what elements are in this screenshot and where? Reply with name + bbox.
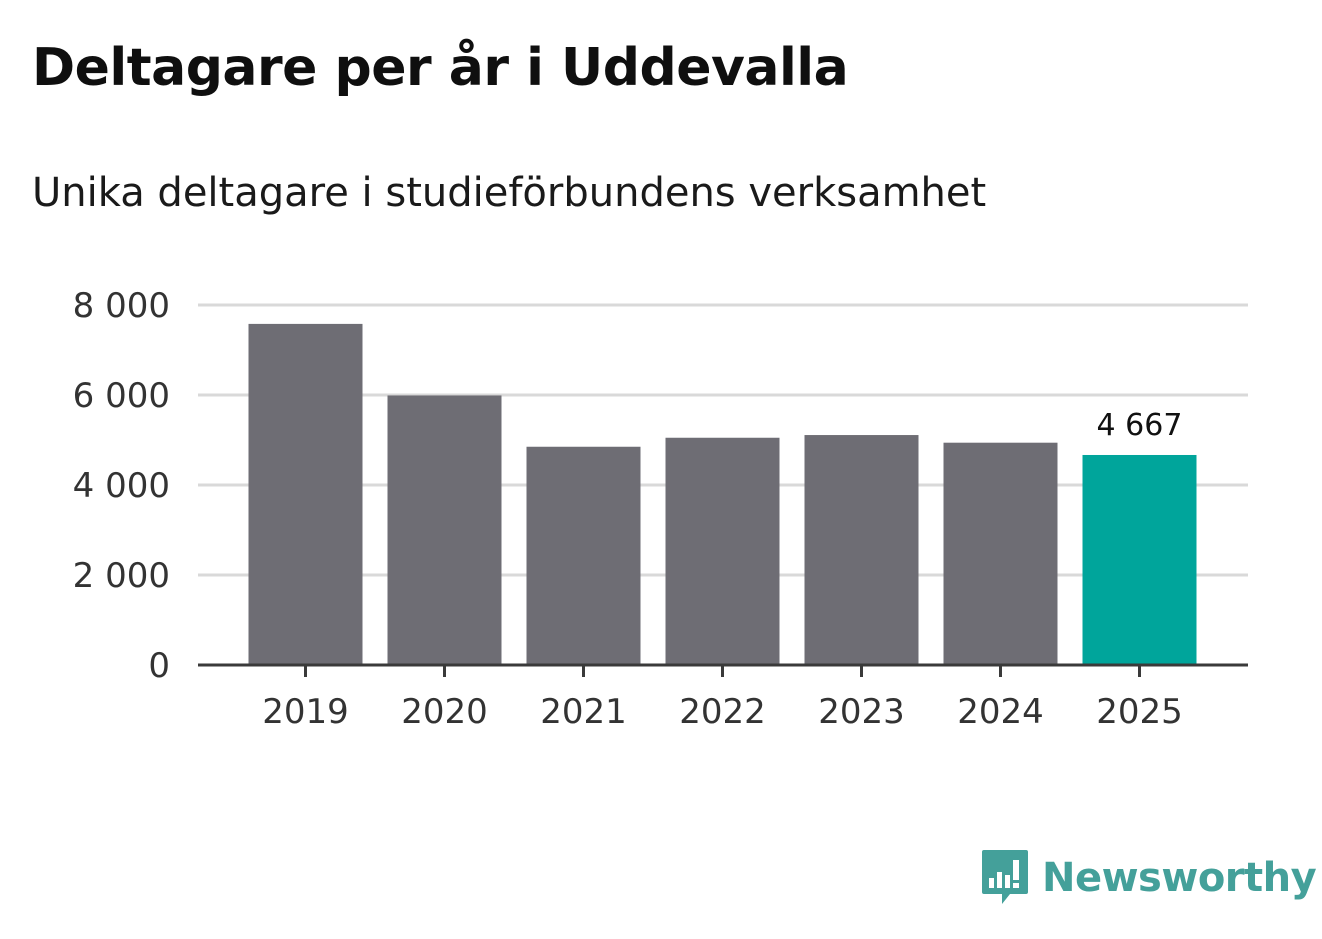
y-axis-ticks: 0 2 000 4 000 6 000 8 000 (73, 286, 170, 686)
x-tick-label: 2023 (818, 692, 905, 732)
brand-name: Newsworthy (1042, 855, 1317, 901)
data-label: 4 667 (1097, 408, 1183, 443)
bar-2021 (526, 446, 641, 665)
bar-2019 (248, 323, 363, 665)
bar-chart-speech-bubble-icon (982, 850, 1028, 904)
y-tick-label: 4 000 (73, 466, 170, 506)
y-tick-label: 0 (148, 646, 170, 686)
bar-2024 (943, 442, 1058, 665)
x-tick-label: 2025 (1096, 692, 1183, 732)
bar-2020 (387, 395, 502, 665)
x-tick-label: 2021 (540, 692, 627, 732)
brand-logo: Newsworthy (980, 848, 1317, 908)
chart-title: Deltagare per år i Uddevalla (32, 38, 849, 98)
x-tick-label: 2020 (401, 692, 488, 732)
bars (248, 323, 1197, 665)
bar-2023 (804, 435, 919, 665)
bar-2025 (1082, 454, 1197, 665)
x-tick-label: 2022 (679, 692, 766, 732)
data-labels: 4 667 (1097, 408, 1183, 443)
y-tick-label: 6 000 (73, 376, 170, 416)
x-axis-ticks: 2019 2020 2021 2022 2023 2024 2025 (262, 665, 1183, 732)
chart-subtitle: Unika deltagare i studieförbundens verks… (32, 170, 987, 216)
x-tick-label: 2019 (262, 692, 349, 732)
y-tick-label: 8 000 (73, 286, 170, 326)
bar-2022 (665, 437, 780, 665)
y-tick-label: 2 000 (73, 556, 170, 596)
x-tick-label: 2024 (957, 692, 1044, 732)
